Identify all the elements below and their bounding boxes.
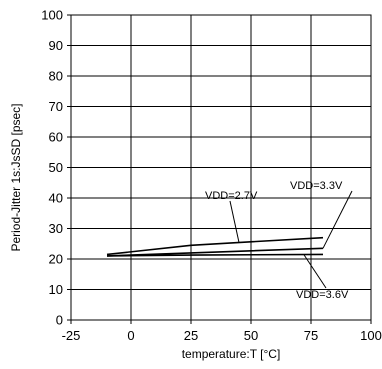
x-tick-label: 0 bbox=[127, 328, 134, 343]
annotation-leader bbox=[229, 200, 240, 243]
annotation-label: VDD=3.3V bbox=[290, 180, 343, 192]
x-axis-ticks: -25 0 25 50 75 100 bbox=[62, 320, 382, 343]
annotation-leader bbox=[322, 190, 353, 249]
x-tick-label: 50 bbox=[244, 328, 258, 343]
x-tick-label: 100 bbox=[360, 328, 382, 343]
y-tick-label: 20 bbox=[49, 252, 63, 267]
y-tick-label: 40 bbox=[49, 191, 63, 206]
x-axis-title: temperature:T [°C] bbox=[182, 347, 281, 361]
y-tick-label: 60 bbox=[49, 130, 63, 145]
y-tick-label: 100 bbox=[41, 8, 63, 23]
y-tick-label: 90 bbox=[49, 38, 63, 53]
y-axis-title: Period-Jitter 1s:JsSD [psec] bbox=[9, 103, 23, 251]
y-tick-label: 30 bbox=[49, 221, 63, 236]
series-line-1 bbox=[106, 236, 324, 256]
x-tick-label: -25 bbox=[62, 328, 81, 343]
grid bbox=[71, 15, 371, 320]
series-lines bbox=[106, 236, 324, 257]
y-tick-label: 10 bbox=[49, 282, 63, 297]
annotations: VDD=2.7V VDD=3.3V VDD=3.6V bbox=[205, 180, 353, 301]
y-tick-label: 50 bbox=[49, 160, 63, 175]
x-tick-label: 25 bbox=[184, 328, 198, 343]
x-tick-label: 75 bbox=[304, 328, 318, 343]
y-tick-label: 0 bbox=[56, 313, 63, 328]
y-tick-label: 70 bbox=[49, 99, 63, 114]
y-axis-ticks: 0 10 20 30 40 50 60 70 80 90 100 bbox=[41, 8, 71, 328]
y-tick-label: 80 bbox=[49, 69, 63, 84]
annotation-leader bbox=[303, 254, 327, 289]
annotation-label: VDD=3.6V bbox=[296, 289, 349, 301]
series-line-3 bbox=[106, 253, 324, 257]
annotation-label: VDD=2.7V bbox=[205, 190, 258, 202]
